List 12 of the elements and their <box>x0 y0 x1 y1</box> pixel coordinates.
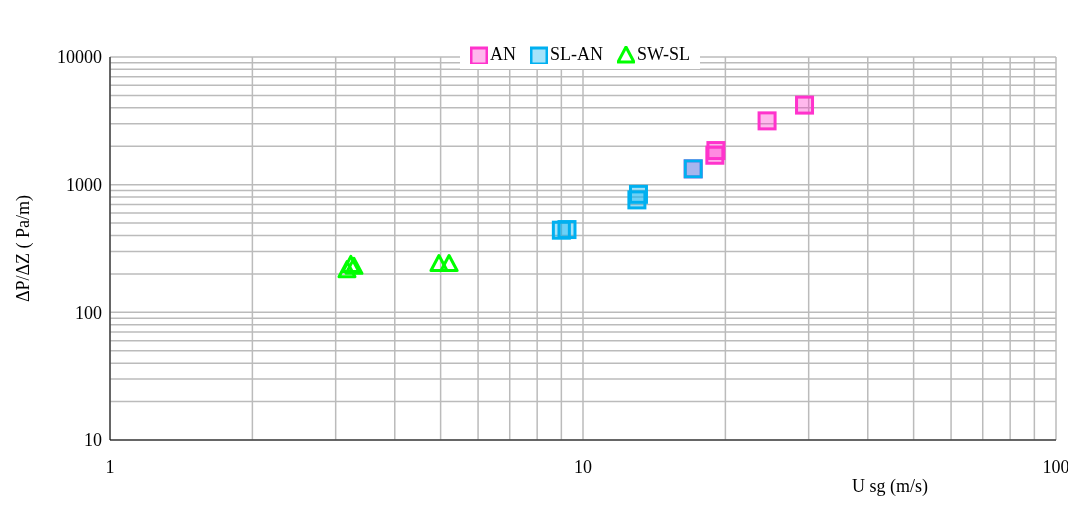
legend-label: SW-SL <box>636 44 691 65</box>
y-tick-label: 100 <box>75 302 102 323</box>
x-axis-title: U sg (m/s) <box>852 476 928 497</box>
y-tick-label: 1000 <box>66 175 102 196</box>
y-tick-label: 10000 <box>57 47 102 68</box>
legend-label: AN <box>489 44 516 65</box>
y-axis-title: ΔP/ΔZ ( Pa/m) <box>13 194 35 303</box>
x-tick-label: 10 <box>574 456 592 477</box>
x-tick-label: 1 <box>105 456 115 477</box>
y-tick-label: 10 <box>84 430 102 451</box>
x-tick-label: 100 <box>1042 456 1070 477</box>
legend-label: SL-AN <box>549 44 603 65</box>
